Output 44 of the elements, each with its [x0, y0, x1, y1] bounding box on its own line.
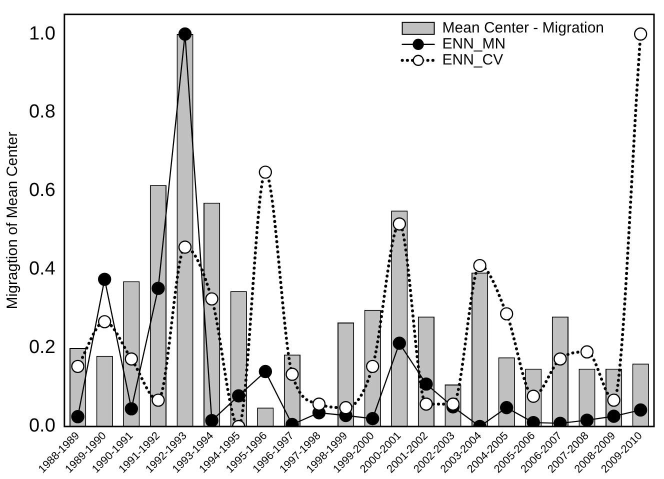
point	[500, 401, 514, 414]
point	[526, 390, 540, 403]
point	[71, 410, 84, 424]
point	[607, 410, 620, 423]
legend-label: ENN_CV	[442, 52, 504, 69]
point	[366, 360, 380, 374]
point	[178, 240, 192, 254]
point	[98, 315, 112, 328]
point	[634, 403, 648, 417]
y-tick-label: 0.4	[28, 258, 56, 280]
point	[607, 394, 620, 407]
point	[71, 360, 84, 374]
point	[258, 364, 272, 378]
point	[152, 394, 165, 407]
point	[124, 402, 138, 416]
y-tick-label: 1.0	[28, 23, 56, 44]
point	[580, 345, 594, 359]
point	[500, 307, 514, 320]
point	[554, 352, 567, 366]
y-tick-label: 0.0	[28, 416, 56, 437]
point	[420, 377, 433, 391]
point	[286, 368, 299, 381]
point	[473, 258, 486, 272]
y-tick-label: 0.6	[28, 180, 56, 202]
point	[152, 282, 165, 295]
y-axis-title: Migragtion of Mean Center	[4, 132, 22, 310]
point	[392, 217, 406, 231]
point	[205, 414, 218, 426]
point	[580, 414, 594, 426]
point	[339, 401, 352, 414]
point	[205, 292, 218, 306]
point	[312, 398, 326, 411]
point	[366, 412, 380, 426]
point	[178, 27, 192, 41]
point	[124, 352, 138, 366]
point	[420, 398, 433, 411]
y-tick-label: 0.8	[28, 102, 56, 123]
point	[258, 166, 272, 179]
legend-label: Mean Center - Migration	[442, 20, 604, 37]
point	[392, 336, 406, 350]
y-tick-label: 0.2	[28, 337, 56, 358]
legend-label: ENN_MN	[442, 36, 506, 53]
point	[98, 272, 112, 286]
point	[232, 389, 246, 402]
